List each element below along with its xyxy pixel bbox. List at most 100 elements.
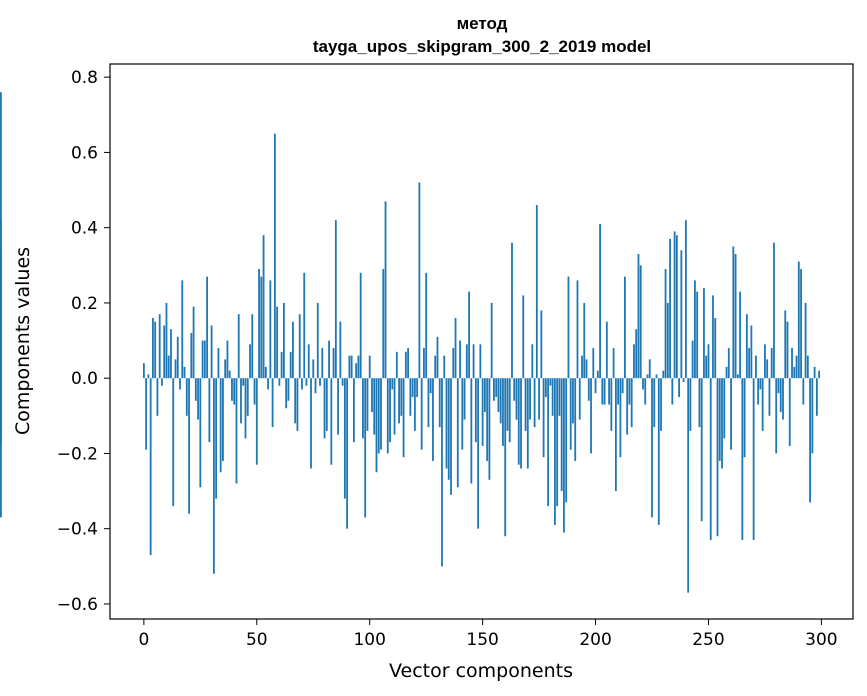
bar-component-30 <box>210 325 213 379</box>
bar-component-22 <box>192 306 195 379</box>
bar-component-91 <box>348 355 351 379</box>
bar-component-194 <box>581 355 583 379</box>
bar-component-61 <box>280 351 283 379</box>
bar-component-220 <box>639 265 642 379</box>
bar-component-133 <box>443 355 446 379</box>
bar-component-252 <box>712 295 714 379</box>
bar-component-82 <box>328 340 330 379</box>
bar-component-269 <box>750 325 753 379</box>
bar-component-undefined <box>0 366 2 379</box>
bar-component-256 <box>721 378 723 469</box>
bar-component-233 <box>669 238 671 379</box>
y-axis-label: Components values <box>12 247 34 435</box>
bar-component-130 <box>436 336 439 379</box>
bar-component-169 <box>524 378 527 431</box>
bar-component-243 <box>691 340 694 379</box>
bar-component-146 <box>472 344 475 379</box>
bar-component-235 <box>673 231 676 379</box>
bar-component-266 <box>743 378 746 458</box>
bar-component-34 <box>219 378 222 473</box>
bar-component-58 <box>273 133 276 379</box>
bar-component-65 <box>289 351 292 379</box>
bar-component-48 <box>251 314 254 379</box>
bar-component-195 <box>583 302 586 379</box>
bar-component-107 <box>384 201 387 379</box>
bar-component-75 <box>312 359 315 379</box>
bar-component-32 <box>215 378 218 499</box>
bar-component-190 <box>572 378 574 424</box>
bar-component-231 <box>664 269 667 379</box>
bar-component-78 <box>319 378 321 386</box>
bar-component-259 <box>727 348 730 379</box>
bar-component-45 <box>244 378 247 439</box>
bar-component-106 <box>382 269 385 379</box>
bar-component-236 <box>675 235 678 379</box>
bar-component-244 <box>694 280 696 379</box>
bar-component-182 <box>553 378 556 525</box>
bar-component-138 <box>454 317 457 379</box>
x-tick-label: 100 <box>353 630 385 650</box>
bar-component-29 <box>208 378 211 443</box>
bar-component-155 <box>493 378 495 401</box>
bar-component-20 <box>188 378 190 514</box>
bar-component-129 <box>434 355 437 379</box>
bar-component-62 <box>282 302 285 379</box>
bar-component-89 <box>343 378 346 499</box>
bar-component-66 <box>292 321 294 379</box>
bar-component-242 <box>689 378 692 431</box>
bar-component-59 <box>276 306 279 379</box>
bar-component-14 <box>174 359 177 379</box>
bar-component-87 <box>339 321 342 379</box>
bar-component-172 <box>531 344 534 379</box>
y-axis-ticks: −0.6 −0.4 −0.2 0.0 0.2 0.4 0.6 0.8 <box>57 68 110 615</box>
bar-component-79 <box>321 348 324 379</box>
bar-component-225 <box>651 378 653 518</box>
bar-component-117 <box>407 348 410 379</box>
bar-component-153 <box>488 378 491 480</box>
bar-component-127 <box>429 378 432 394</box>
bar-component-203 <box>601 378 604 405</box>
bar-component-111 <box>393 378 396 435</box>
bar-component-26 <box>201 340 204 379</box>
chart-title-line-1: метод <box>457 14 508 33</box>
bar-component-227 <box>655 374 658 379</box>
bar-component-31 <box>212 378 215 574</box>
bar-component-211 <box>619 378 622 458</box>
bar-component-10 <box>165 302 168 379</box>
bar-component-287 <box>791 348 793 379</box>
bar-component-114 <box>400 378 403 416</box>
y-tick-label: 0.2 <box>71 294 98 314</box>
bar-component-234 <box>671 378 674 405</box>
bar-component-200 <box>594 378 597 394</box>
bar-component-167 <box>520 378 522 469</box>
bar-component-271 <box>754 355 757 379</box>
bar-component-118 <box>409 378 412 416</box>
bar-component-77 <box>316 302 319 379</box>
bar-component-51 <box>258 269 260 379</box>
bar-component-15 <box>176 336 179 379</box>
bar-component-60 <box>278 378 281 386</box>
bar-component-68 <box>296 378 299 431</box>
bar-component-279 <box>773 242 775 379</box>
plot-frame <box>109 63 854 620</box>
bar-component-282 <box>779 378 782 413</box>
bar-component-184 <box>558 378 561 416</box>
bar-component-186 <box>563 378 565 533</box>
bar-component-176 <box>540 310 543 379</box>
bar-component-173 <box>533 378 536 428</box>
bar-component-50 <box>255 378 258 465</box>
bar-component-3 <box>149 378 152 556</box>
bar-component-18 <box>183 366 186 379</box>
bar-component-260 <box>730 378 732 450</box>
bar-component-88 <box>341 378 344 386</box>
bar-component-0 <box>142 363 145 379</box>
bar-component-16 <box>179 378 181 390</box>
bar-component-297 <box>813 366 816 379</box>
bar-component-147 <box>474 378 477 443</box>
bar-component-171 <box>529 378 531 420</box>
bar-component-125 <box>425 272 428 379</box>
bar-component-183 <box>556 378 559 507</box>
bar-component-286 <box>788 378 791 446</box>
bar-component-250 <box>707 344 710 379</box>
bar-component-174 <box>535 205 538 379</box>
